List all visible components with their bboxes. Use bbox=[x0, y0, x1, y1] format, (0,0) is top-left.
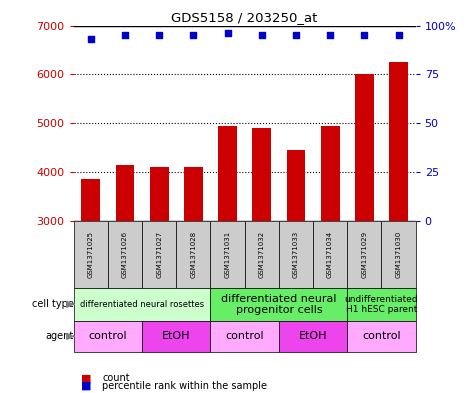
Point bbox=[190, 32, 197, 39]
Text: GSM1371033: GSM1371033 bbox=[293, 231, 299, 278]
Bar bbox=[74, 321, 142, 352]
Bar bbox=[252, 128, 271, 221]
Bar bbox=[150, 167, 169, 221]
Text: percentile rank within the sample: percentile rank within the sample bbox=[102, 381, 267, 391]
Bar bbox=[81, 179, 100, 221]
Text: differentiated neural
progenitor cells: differentiated neural progenitor cells bbox=[221, 294, 337, 315]
Text: control: control bbox=[362, 331, 401, 342]
Text: cell type: cell type bbox=[32, 299, 74, 309]
Point bbox=[87, 36, 95, 42]
Text: GSM1371032: GSM1371032 bbox=[259, 231, 265, 278]
Bar bbox=[286, 150, 305, 221]
Bar bbox=[321, 125, 340, 221]
Bar bbox=[279, 221, 313, 288]
Text: GSM1371027: GSM1371027 bbox=[156, 231, 162, 278]
Text: GSM1371034: GSM1371034 bbox=[327, 231, 333, 278]
Text: GSM1371028: GSM1371028 bbox=[190, 231, 196, 278]
Bar bbox=[108, 221, 142, 288]
Point bbox=[224, 30, 231, 37]
Bar bbox=[347, 221, 381, 288]
Text: GSM1371030: GSM1371030 bbox=[396, 231, 401, 278]
Bar bbox=[245, 221, 279, 288]
Point bbox=[326, 32, 334, 39]
Text: differentiated neural rosettes: differentiated neural rosettes bbox=[80, 300, 204, 309]
Point bbox=[361, 32, 368, 39]
Point bbox=[292, 32, 300, 39]
Bar bbox=[381, 221, 416, 288]
Text: GSM1371031: GSM1371031 bbox=[225, 231, 230, 278]
Text: EtOH: EtOH bbox=[162, 331, 190, 342]
Bar bbox=[355, 74, 374, 221]
Bar bbox=[184, 167, 203, 221]
Bar bbox=[313, 221, 347, 288]
Text: GSM1371029: GSM1371029 bbox=[361, 231, 367, 278]
Bar bbox=[74, 288, 210, 321]
Text: control: control bbox=[225, 331, 264, 342]
Bar bbox=[142, 221, 176, 288]
Bar bbox=[210, 221, 245, 288]
Bar bbox=[347, 321, 416, 352]
Bar bbox=[142, 321, 210, 352]
Text: GSM1371026: GSM1371026 bbox=[122, 231, 128, 278]
Text: control: control bbox=[88, 331, 127, 342]
Text: EtOH: EtOH bbox=[299, 331, 327, 342]
Point bbox=[258, 32, 266, 39]
Bar bbox=[210, 321, 279, 352]
Point bbox=[121, 32, 129, 39]
Bar bbox=[210, 288, 347, 321]
Title: GDS5158 / 203250_at: GDS5158 / 203250_at bbox=[171, 11, 318, 24]
Bar bbox=[389, 62, 408, 221]
Text: agent: agent bbox=[46, 331, 74, 342]
Bar bbox=[279, 321, 347, 352]
Bar bbox=[74, 221, 108, 288]
Text: ■: ■ bbox=[81, 381, 91, 391]
Text: count: count bbox=[102, 373, 130, 383]
Bar bbox=[218, 125, 237, 221]
Text: GSM1371025: GSM1371025 bbox=[88, 231, 94, 278]
Text: ■: ■ bbox=[81, 373, 91, 383]
Text: undifferentiated
H1 hESC parent: undifferentiated H1 hESC parent bbox=[345, 295, 418, 314]
Point bbox=[395, 32, 402, 39]
Bar bbox=[176, 221, 210, 288]
Bar bbox=[347, 288, 416, 321]
Bar bbox=[115, 165, 134, 221]
Point bbox=[155, 32, 163, 39]
